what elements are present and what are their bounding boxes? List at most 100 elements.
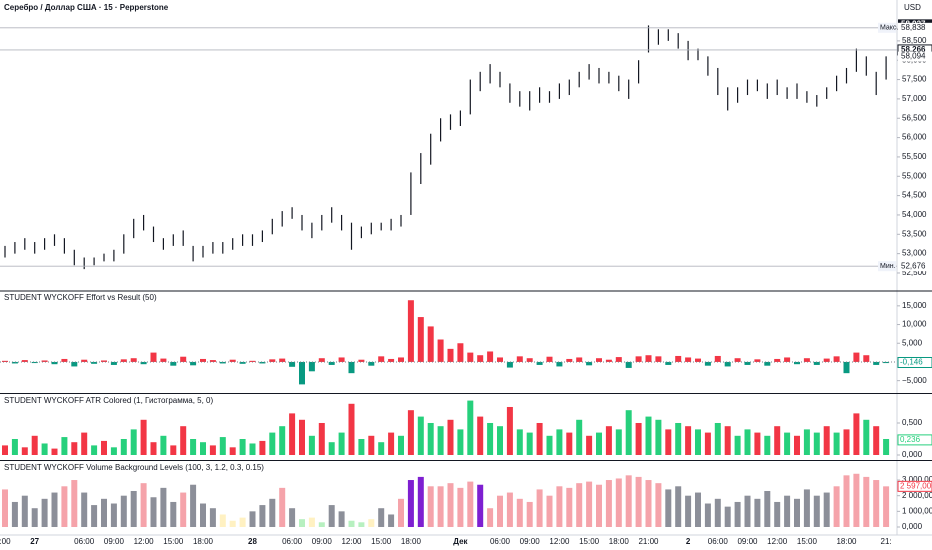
x-tick-label: 18:00 <box>609 537 630 546</box>
histogram-bar <box>625 361 632 368</box>
histogram-bar <box>497 495 503 528</box>
histogram-bar <box>388 514 395 528</box>
histogram-bar <box>348 403 355 455</box>
histogram-bar <box>744 429 751 455</box>
y-tick-label: 56,000 <box>902 133 927 142</box>
histogram-bar <box>61 437 68 455</box>
histogram-bar <box>695 429 701 455</box>
histogram-bar <box>110 361 117 365</box>
histogram-bar <box>704 361 711 366</box>
histogram-bar <box>695 358 701 362</box>
histogram-bar <box>833 486 840 528</box>
y-tick-label: 2 000,000 <box>902 491 932 500</box>
indicator-title: STUDENT WYCKOFF Effort vs Result (50) <box>4 293 157 302</box>
histogram-bar <box>556 429 563 455</box>
x-tick-label: 18:00 <box>836 537 857 546</box>
histogram-bar <box>91 445 98 455</box>
histogram-bar <box>764 490 771 528</box>
histogram-bar <box>704 503 711 528</box>
histogram-bar <box>239 517 246 528</box>
histogram-bar <box>398 498 404 528</box>
histogram-bar <box>71 480 78 528</box>
histogram-bar <box>497 357 503 362</box>
histogram-bar <box>556 361 563 367</box>
histogram-bar <box>219 361 226 364</box>
histogram-bar <box>120 359 127 362</box>
y-tick-label: 0,000 <box>902 450 923 459</box>
histogram-bar <box>605 359 612 362</box>
histogram-bar <box>81 432 88 455</box>
histogram-bar <box>873 480 880 528</box>
histogram-bar <box>477 416 484 455</box>
y-tick-label: −5,000 <box>902 376 927 385</box>
histogram-bar <box>427 486 434 528</box>
x-tick-label: 15:00 <box>371 537 392 546</box>
histogram-bar <box>586 361 593 366</box>
histogram-bar <box>615 429 622 455</box>
histogram-bar <box>497 426 503 455</box>
histogram-bar <box>487 422 494 455</box>
histogram-bar <box>328 361 335 365</box>
histogram-bar <box>417 476 424 528</box>
histogram-bar <box>120 438 127 455</box>
histogram-bar <box>299 361 305 385</box>
histogram-bar <box>417 317 424 362</box>
histogram-bar <box>289 508 296 528</box>
y-tick-label: 57,000 <box>902 94 927 103</box>
histogram-bar <box>140 361 147 365</box>
histogram-bar <box>714 422 721 455</box>
histogram-bar <box>308 517 315 528</box>
histogram-bar <box>180 356 187 362</box>
y-tick-label: 10,000 <box>902 320 927 329</box>
y-tick-label: 0,000 <box>902 522 923 531</box>
current-value-box <box>897 356 932 368</box>
histogram-bar <box>734 358 741 362</box>
histogram-bar <box>813 432 820 455</box>
y-tick-label: 0,500 <box>902 418 923 427</box>
histogram-bar <box>130 490 137 528</box>
histogram-bar <box>467 400 474 455</box>
price-label-box <box>898 22 932 33</box>
histogram-bar <box>655 356 662 362</box>
histogram-bar <box>259 361 266 364</box>
histogram-bar <box>11 361 18 364</box>
histogram-bar <box>130 358 137 362</box>
histogram-bar <box>487 508 494 528</box>
histogram-bar <box>21 447 28 455</box>
histogram-bar <box>249 360 256 362</box>
histogram-bar <box>487 351 494 362</box>
histogram-bar <box>546 435 553 455</box>
histogram-bar <box>318 358 325 362</box>
histogram-bar <box>31 361 38 364</box>
histogram-bar <box>447 348 454 362</box>
histogram-bar <box>784 495 791 528</box>
histogram-bar <box>388 358 395 362</box>
histogram-bar <box>526 432 533 455</box>
histogram-bar <box>219 437 226 455</box>
x-tick-label: 06:00 <box>282 537 303 546</box>
histogram-bar <box>477 484 484 528</box>
histogram-bar <box>685 357 692 362</box>
histogram-bar <box>41 360 48 362</box>
histogram-bar <box>170 361 177 366</box>
y-tick-label: 52,500 <box>902 268 927 277</box>
histogram-bar <box>754 432 761 455</box>
histogram-bar <box>170 445 177 455</box>
histogram-bar <box>150 497 157 528</box>
histogram-bar <box>71 361 78 367</box>
price-label-box <box>898 51 932 62</box>
histogram-bar <box>378 442 385 455</box>
histogram-bar <box>744 495 751 528</box>
price-tag-box <box>878 22 896 33</box>
current-value-box <box>897 480 932 492</box>
price-label-box <box>898 261 932 272</box>
y-tick-label: 53,000 <box>902 249 927 258</box>
histogram-bar <box>427 326 434 362</box>
histogram-bar <box>516 429 523 455</box>
histogram-bar <box>526 501 533 528</box>
histogram-bar <box>566 432 573 455</box>
indicator-title: STUDENT WYCKOFF Volume Background Levels… <box>4 463 264 472</box>
histogram-bar <box>635 422 642 455</box>
x-tick-label: 06:00 <box>74 537 95 546</box>
histogram-bar <box>368 361 375 366</box>
